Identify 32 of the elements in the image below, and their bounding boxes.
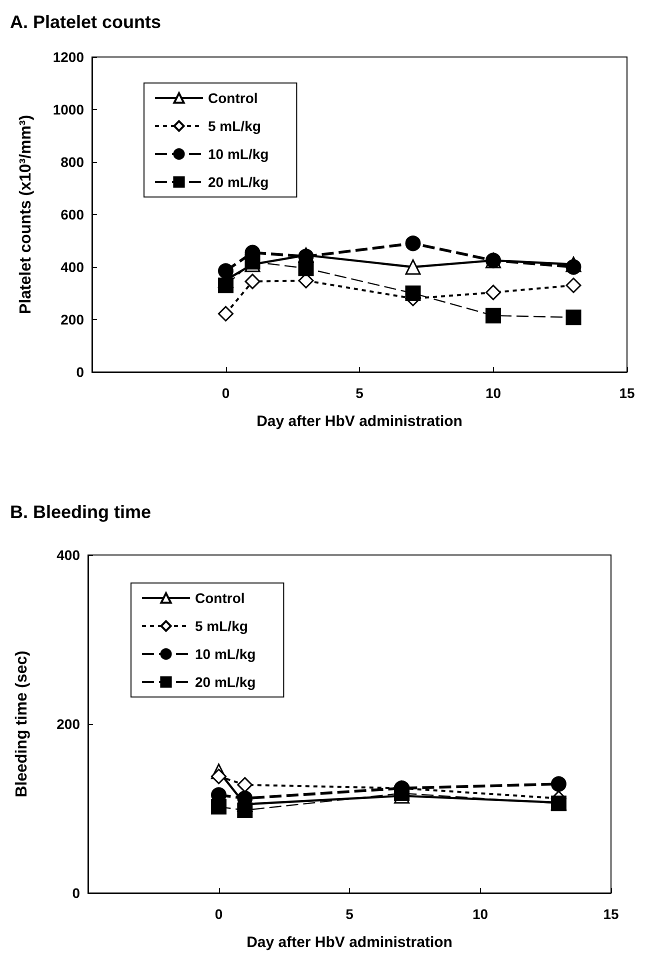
y-tick-label: 600 [60, 206, 84, 222]
y-tick-label: 400 [60, 259, 84, 275]
y-tick-label: 0 [72, 885, 80, 901]
y-axis-title: Bleeding time (sec) [14, 650, 30, 798]
legend-label: Control [195, 590, 245, 606]
legend-label: 20 mL/kg [195, 674, 256, 690]
legend-label: 10 mL/kg [195, 646, 256, 662]
x-tick-label: 10 [485, 385, 502, 401]
x-tick-label: 0 [214, 906, 223, 922]
y-tick-label: 0 [76, 364, 84, 380]
x-axis-title: Day after HbV administration [256, 413, 462, 430]
chart-title: B. Bleeding time [10, 502, 152, 522]
y-tick-label: 1200 [52, 49, 84, 65]
legend-label: 5 mL/kg [195, 618, 248, 634]
y-tick-label: 800 [60, 154, 84, 170]
x-axis-title: Day after HbV administration [246, 934, 452, 951]
y-tick-label: 1000 [52, 102, 84, 118]
y-tick-label: 200 [56, 716, 80, 732]
legend-label: Control [208, 90, 258, 106]
legend-label: 5 mL/kg [208, 118, 261, 134]
x-tick-label: 15 [603, 906, 619, 922]
y-axis-title: Platelet counts (x10³/mm³) [18, 114, 34, 314]
y-tick-label: 200 [60, 312, 84, 328]
chart-title: A. Platelet counts [10, 12, 162, 32]
x-tick-label: 0 [222, 385, 230, 401]
x-tick-label: 15 [619, 385, 635, 401]
legend-label: 10 mL/kg [208, 146, 269, 162]
x-tick-label: 10 [472, 906, 488, 922]
x-tick-label: 5 [346, 906, 354, 922]
legend-label: 20 mL/kg [208, 174, 269, 190]
y-tick-label: 400 [56, 547, 80, 563]
x-tick-label: 5 [356, 385, 364, 401]
